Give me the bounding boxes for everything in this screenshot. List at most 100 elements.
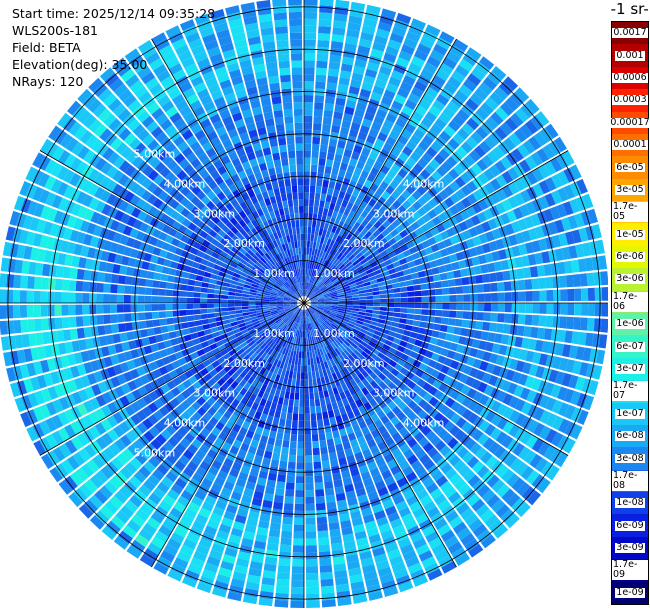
range-gate	[309, 336, 313, 344]
range-gate	[158, 296, 166, 303]
range-gate	[242, 312, 250, 316]
range-gate	[336, 252, 343, 260]
range-gate	[509, 457, 523, 472]
range-gate	[346, 372, 354, 381]
range-gate	[271, 275, 279, 282]
range-gate	[346, 553, 359, 563]
range-gate	[310, 329, 313, 337]
range-gate	[442, 255, 451, 265]
range-gate	[324, 300, 332, 302]
range-gate	[271, 265, 278, 273]
range-gate	[433, 43, 448, 56]
range-gate	[344, 483, 355, 493]
range-gate	[114, 210, 125, 222]
range-gate	[347, 277, 355, 283]
range-gate	[98, 261, 108, 272]
range-gate	[273, 326, 280, 333]
range-gate	[416, 489, 429, 501]
range-gate	[385, 542, 399, 553]
range-gate	[201, 215, 211, 225]
range-gate	[293, 293, 300, 299]
range-gate	[340, 246, 348, 255]
range-gate	[225, 242, 234, 250]
range-gate	[363, 347, 372, 355]
range-gate	[320, 446, 328, 455]
range-gate	[444, 263, 453, 272]
range-gate	[328, 287, 336, 292]
range-gate	[231, 234, 240, 243]
range-gate	[418, 550, 433, 562]
range-gate	[309, 192, 315, 200]
range-gate	[242, 216, 251, 225]
range-gate	[230, 280, 238, 286]
range-gate	[245, 481, 256, 491]
range-gate	[76, 327, 85, 339]
range-gate	[57, 342, 67, 355]
range-gate	[290, 303, 298, 306]
range-gate	[494, 333, 503, 344]
range-gate	[302, 337, 304, 345]
range-gate	[377, 425, 388, 435]
range-gate	[340, 214, 348, 223]
range-gate	[165, 424, 177, 436]
range-gate	[48, 125, 62, 141]
range-gate	[361, 118, 373, 128]
range-gate	[245, 278, 254, 284]
range-gate	[306, 275, 309, 283]
range-gate	[237, 449, 247, 459]
range-gate	[458, 483, 471, 496]
range-gate	[326, 318, 334, 324]
range-gate	[194, 320, 203, 327]
range-gate	[461, 122, 475, 136]
range-gate	[157, 341, 166, 351]
range-gate	[333, 111, 343, 120]
range-gate	[306, 586, 320, 595]
range-gate	[135, 452, 148, 465]
ray	[179, 19, 302, 297]
range-gate	[532, 352, 542, 365]
range-gate	[414, 49, 429, 62]
range-gate	[182, 576, 198, 588]
range-gate	[361, 325, 369, 331]
range-gate	[335, 97, 346, 107]
range-gate	[286, 257, 291, 265]
range-gate	[347, 497, 358, 507]
range-gate	[450, 360, 460, 370]
range-gate	[338, 228, 346, 237]
range-gate	[170, 210, 180, 220]
range-gate	[462, 53, 478, 67]
range-gate	[175, 44, 190, 56]
range-gate	[179, 297, 187, 303]
range-gate	[343, 258, 351, 266]
range-gate	[305, 545, 318, 553]
range-gate	[273, 315, 280, 321]
range-gate	[26, 426, 39, 442]
range-gate	[373, 330, 382, 337]
range-gate	[518, 349, 528, 361]
range-gate	[163, 339, 173, 348]
range-gate	[419, 494, 433, 507]
range-gate	[472, 523, 488, 538]
range-gate	[326, 438, 335, 447]
range-gate	[309, 399, 315, 407]
range-gate	[444, 197, 455, 208]
range-gate	[259, 398, 267, 407]
range-gate	[290, 434, 298, 442]
range-gate	[64, 475, 78, 491]
range-gate	[58, 197, 69, 212]
range-gate	[324, 298, 332, 301]
range-gate	[532, 290, 540, 302]
range-gate	[390, 342, 399, 350]
range-gate	[344, 327, 352, 333]
range-gate	[294, 343, 298, 351]
range-gate	[365, 577, 380, 588]
range-gate	[248, 297, 256, 301]
range-gate	[259, 256, 267, 264]
range-gate	[251, 236, 259, 244]
range-gate	[101, 526, 117, 540]
range-gate	[269, 340, 276, 348]
range-gate	[235, 393, 244, 402]
range-gate	[16, 244, 26, 259]
range-gate	[412, 384, 422, 394]
range-gate	[384, 436, 395, 447]
